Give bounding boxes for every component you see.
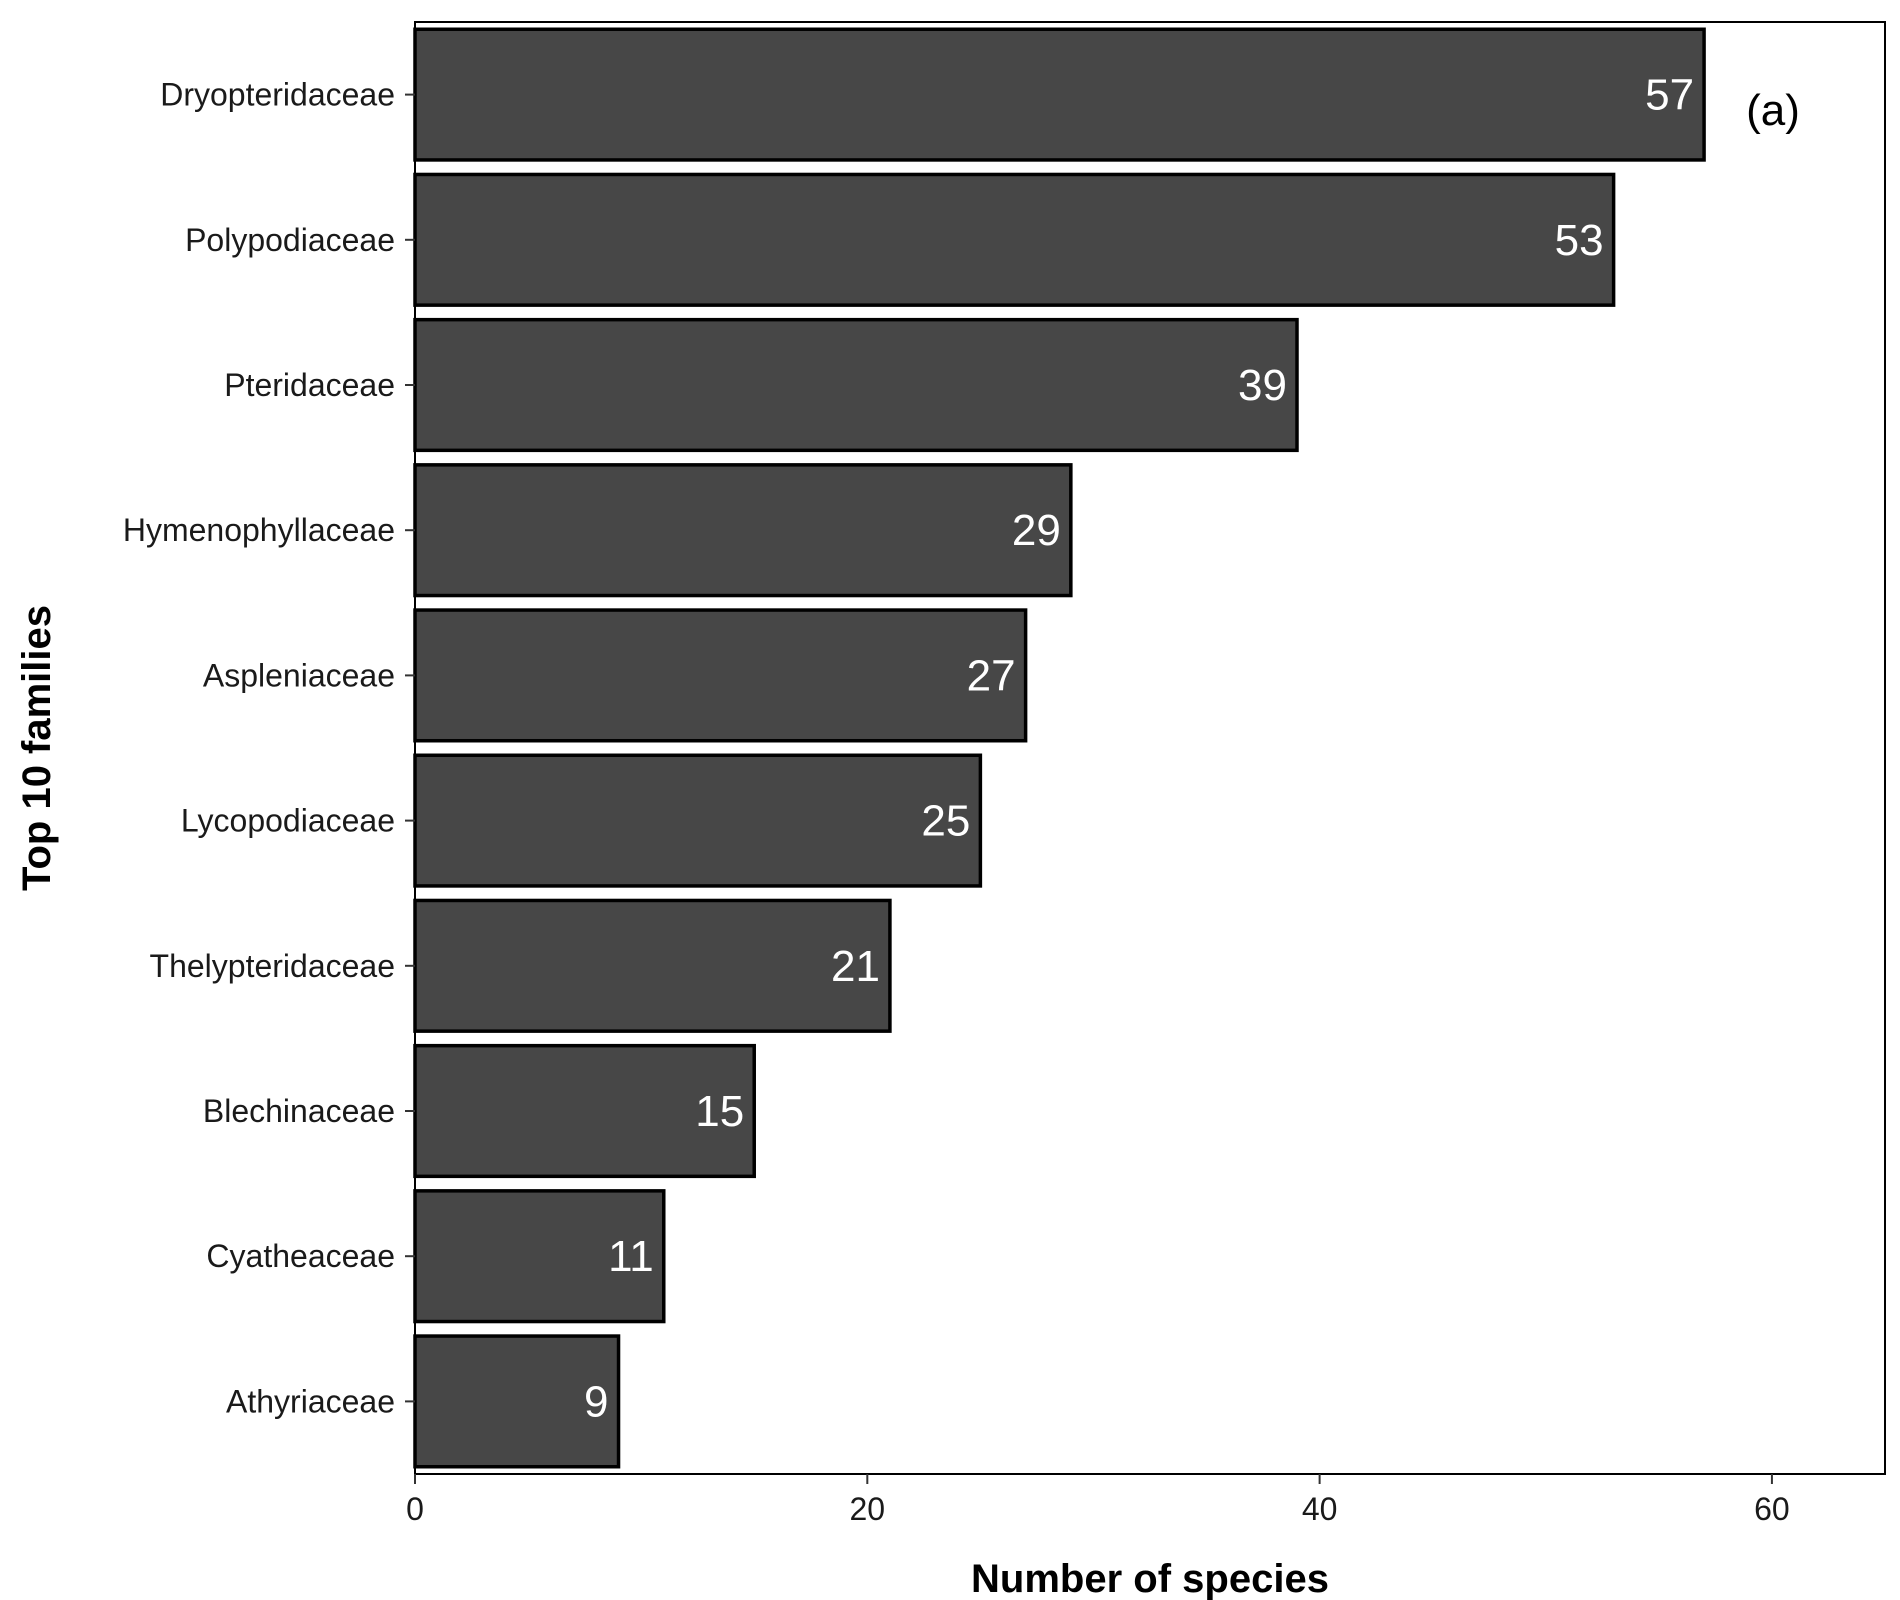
- panel-label: (a): [1746, 86, 1800, 135]
- y-axis: Dryopteridaceae Polypodiaceae Pteridaceae H…: [123, 77, 415, 1419]
- bar-value-label: 21: [831, 942, 880, 991]
- bar-value-label: 27: [967, 651, 1016, 700]
- y-tick-label: Blechinaceae: [203, 1093, 395, 1129]
- bar-value-label: 39: [1238, 361, 1287, 410]
- bar: [413, 1334, 621, 1469]
- bar: [413, 898, 892, 1033]
- x-tick-label: 0: [406, 1491, 424, 1527]
- y-tick-label: Thelypteridaceae: [150, 948, 395, 984]
- bar: [413, 608, 1028, 743]
- bar: [413, 753, 983, 888]
- y-tick-label: Dryopteridaceae: [160, 77, 395, 113]
- y-tick-label: Athyriaceae: [226, 1383, 395, 1419]
- data-labels-layer: 57 53 39 29 27 25 21 15 11 9: [584, 71, 1694, 1427]
- bar-value-label: 53: [1555, 216, 1604, 265]
- y-axis-title: Top 10 families: [15, 605, 59, 891]
- y-tick-label: Polypodiaceae: [185, 222, 395, 258]
- bar: [413, 317, 1299, 453]
- bar-value-label: 9: [584, 1377, 608, 1426]
- bar-value-label: 57: [1645, 71, 1694, 120]
- bar: [413, 1189, 666, 1324]
- x-axis: 0 20 40 60: [406, 1474, 1790, 1527]
- y-tick-label: Lycopodiaceae: [181, 803, 395, 839]
- x-axis-title: Number of species: [971, 1557, 1329, 1600]
- bar-value-label: 29: [1012, 506, 1061, 555]
- x-tick-label: 20: [850, 1491, 886, 1527]
- bar: [413, 172, 1616, 307]
- y-tick-label: Aspleniaceae: [203, 657, 395, 693]
- x-tick-label: 60: [1754, 1491, 1790, 1527]
- bar: [413, 463, 1073, 598]
- x-tick-label: 40: [1302, 1491, 1338, 1527]
- bar-value-label: 11: [608, 1232, 654, 1281]
- bars-layer: [413, 27, 1706, 1469]
- y-tick-label: Cyatheaceae: [206, 1238, 395, 1274]
- y-tick-label: Hymenophyllaceae: [123, 512, 395, 548]
- y-tick-label: Pteridaceae: [224, 367, 395, 403]
- bar-value-label: 15: [695, 1087, 744, 1136]
- bar: [413, 27, 1706, 162]
- bar-value-label: 25: [921, 797, 970, 846]
